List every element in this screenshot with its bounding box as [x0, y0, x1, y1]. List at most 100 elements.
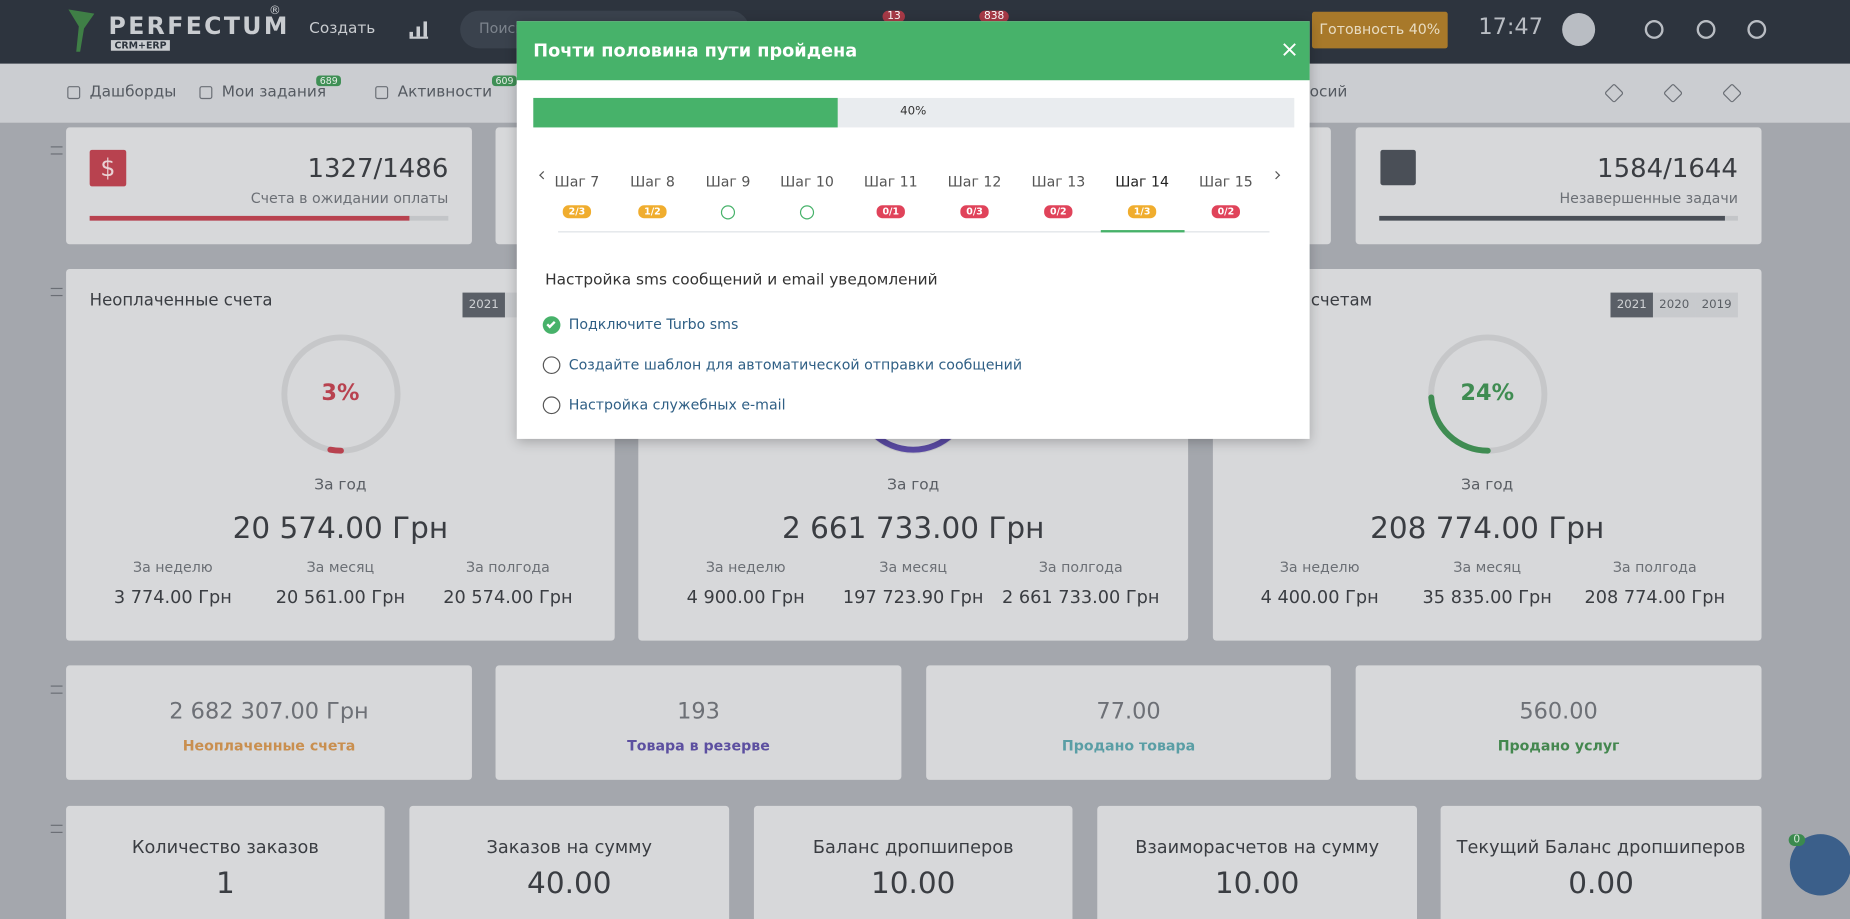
year-tab[interactable]: 2021 [1610, 292, 1653, 318]
task-label[interactable]: Создайте шаблон для автоматической отпра… [568, 356, 1023, 373]
step-prev[interactable] [539, 171, 548, 180]
search-placeholder: Поиск [479, 20, 524, 37]
task-label[interactable]: Подключите Turbo sms [568, 316, 739, 333]
task-label[interactable]: Настройка служебных e-mail [568, 396, 786, 413]
nav-item[interactable]: Активности [397, 83, 493, 102]
bottom-label: Взаиморасчетов на сумму [1135, 836, 1380, 858]
bottom-value: 10.00 [870, 866, 956, 901]
progress-label: 40% [900, 105, 927, 118]
task-todo-icon[interactable] [542, 356, 561, 375]
notification-badge: 838 [979, 10, 1009, 23]
modal: Почти половина пути пройдена × 40% Шаг 7 2/3… [516, 21, 1310, 439]
section-title: Настройка sms сообщений и email уведомле… [545, 271, 938, 290]
stat-label: Неоплаченные счета [182, 737, 356, 754]
task-todo-icon[interactable] [542, 396, 561, 415]
nav-icon [199, 86, 213, 100]
step-badge: 0/2 [1211, 205, 1241, 219]
bottom-card [409, 805, 730, 919]
donut-arc [872, 431, 955, 453]
bottom-value: 0.00 [1568, 866, 1634, 901]
donut-arc [1427, 334, 1547, 454]
nav-badge: 609 [491, 75, 518, 87]
period-total: 20 574.00 Грн [232, 510, 449, 546]
sub-value: 2 661 733.00 Грн [1002, 586, 1160, 608]
progress-fill [533, 97, 838, 128]
year-tab[interactable]: 2021 [462, 292, 505, 318]
sub-value: 3 774.00 Грн [113, 586, 232, 608]
panel-title: о счетам [1295, 291, 1373, 311]
sub-label: За неделю [1279, 559, 1360, 576]
period-label: За год [1461, 476, 1514, 495]
header-icon[interactable] [1747, 20, 1767, 39]
nav-item[interactable]: осий [1309, 83, 1348, 102]
ready-button[interactable]: Готовность 40% [1311, 11, 1448, 49]
sub-label: За неделю [133, 559, 213, 576]
bottom-card [753, 805, 1073, 919]
avatar[interactable] [1562, 12, 1596, 47]
stat-value: 2 682 307.00 Грн [169, 698, 369, 725]
modal-close[interactable]: × [1280, 36, 1299, 63]
sub-label: За полгода [466, 559, 550, 576]
year-tab[interactable]: 2020 [1652, 292, 1696, 318]
stat-label: Товара в резерве [627, 737, 770, 754]
step-name[interactable]: Шаг 12 [947, 173, 1002, 190]
step-name[interactable]: Шаг 7 [554, 173, 600, 190]
step-name[interactable]: Шаг 11 [863, 173, 918, 190]
sub-label: За неделю [705, 559, 786, 576]
sub-value: 20 574.00 Грн [443, 586, 573, 608]
panel-title: Неоплаченные счета [89, 291, 273, 311]
task-done-icon[interactable] [542, 316, 561, 334]
bottom-value: 40.00 [527, 866, 612, 901]
bottom-card [1097, 805, 1417, 919]
step-badge: 0/1 [876, 205, 905, 219]
nav-badge: 689 [316, 75, 342, 87]
step-next[interactable] [1271, 171, 1281, 180]
donut-label: 3% [321, 379, 360, 406]
card-label: Счета в ожидании оплаты [250, 189, 449, 207]
step-name[interactable]: Шаг 14 [1115, 173, 1169, 190]
stat-label: Продано услуг [1497, 737, 1620, 754]
card-value: 1327/1486 [307, 154, 449, 185]
card-icon [1380, 149, 1416, 186]
notification-badge: 13 [882, 10, 906, 23]
donut [280, 334, 400, 454]
modal-title: Почти половина пути пройдена [533, 40, 858, 62]
stat-value: 193 [677, 698, 720, 725]
sub-value: 208 774.00 Грн [1584, 586, 1726, 608]
bottom-label: Текущий Баланс дропшиперов [1456, 836, 1746, 858]
bottom-card [66, 805, 385, 919]
sub-label: За месяц [306, 559, 375, 576]
step-done-icon [720, 205, 736, 220]
card-progress-fill [1379, 215, 1725, 221]
step-name[interactable]: Шаг 15 [1198, 173, 1253, 190]
step-name[interactable]: Шаг 10 [780, 173, 834, 190]
step-active-underline [1100, 230, 1185, 233]
step-badge: 0/2 [1044, 205, 1073, 219]
bottom-value: 10.00 [1214, 866, 1300, 901]
logo-sub: CRM+ERP [110, 40, 171, 51]
step-name[interactable]: Шаг 8 [630, 173, 675, 190]
donut-label: 24% [1460, 379, 1515, 406]
sub-value: 4 400.00 Грн [1260, 586, 1379, 608]
drag-handle [50, 824, 63, 833]
step-name[interactable]: Шаг 13 [1031, 173, 1086, 190]
header-icon[interactable] [1644, 20, 1664, 39]
stat-value: 560.00 [1519, 698, 1598, 725]
header-icon[interactable] [1696, 20, 1716, 39]
stat-card [66, 665, 472, 780]
donut [1427, 334, 1547, 454]
period-label: За год [314, 476, 367, 495]
create-menu[interactable]: Создать [309, 20, 376, 38]
drag-handle [50, 287, 63, 297]
step-name[interactable]: Шаг 9 [705, 173, 751, 190]
step-badge: 0/3 [960, 205, 989, 219]
stat-value: 77.00 [1096, 698, 1161, 725]
nav-item[interactable]: Мои задания [221, 83, 327, 102]
period-label: За год [887, 476, 940, 495]
drag-handle [50, 685, 63, 694]
year-tab[interactable]: 2019 [1695, 292, 1738, 318]
card-icon: $ [89, 149, 127, 187]
summary-card [1355, 127, 1762, 245]
nav-item[interactable]: Дашборды [89, 83, 177, 102]
step-badge: 1/2 [638, 205, 667, 219]
